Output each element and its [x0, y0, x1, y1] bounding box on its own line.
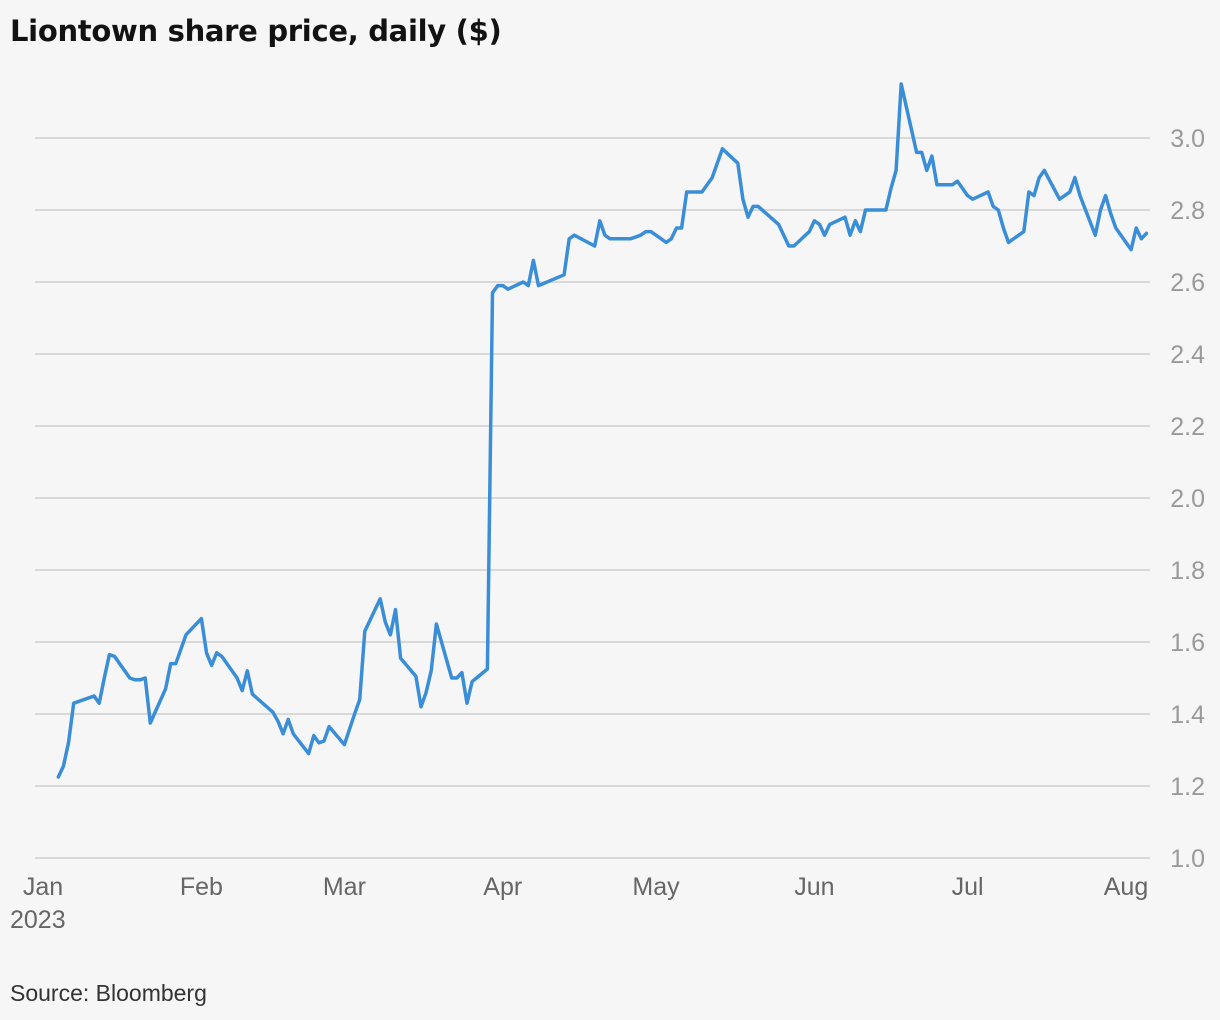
y-axis-ticks: 1.0 1.2 1.4 1.6 1.8 2.0 2.2 2.4 2.6 2.8 3.0	[1170, 125, 1205, 873]
x-tick-label: Apr	[483, 873, 522, 901]
source-note: Source: Bloomberg	[10, 980, 207, 1006]
y-tick-label: 2.4	[1170, 341, 1205, 369]
y-tick-label: 2.8	[1170, 197, 1205, 225]
y-tick-label: 1.8	[1170, 557, 1205, 585]
series	[56, 82, 1149, 779]
y-tick-label: 1.0	[1170, 845, 1205, 873]
y-tick-label: 1.6	[1170, 629, 1205, 657]
y-tick-label: 2.2	[1170, 413, 1205, 441]
x-tick-label: Aug	[1104, 873, 1148, 901]
gridlines	[35, 137, 1150, 859]
x-axis-ticks: Jan 2023 Feb Mar Apr May Jun Jul Aug	[10, 873, 1148, 934]
y-tick-label: 2.6	[1170, 269, 1205, 297]
series-line	[56, 82, 1149, 779]
x-tick-label: Mar	[323, 873, 366, 901]
x-tick-label: Jun	[794, 873, 834, 901]
x-tick-label: Jul	[952, 873, 984, 901]
y-tick-label: 2.0	[1170, 485, 1205, 513]
y-tick-label: 3.0	[1170, 125, 1205, 153]
x-tick-label: Feb	[180, 873, 223, 901]
chart-title: Liontown share price, daily ($)	[10, 14, 502, 48]
y-tick-label: 1.4	[1170, 701, 1205, 729]
x-tick-sublabel: 2023	[10, 906, 66, 934]
x-tick-label: May	[632, 873, 680, 901]
x-tick-label: Jan	[23, 873, 63, 901]
y-tick-label: 1.2	[1170, 773, 1205, 801]
